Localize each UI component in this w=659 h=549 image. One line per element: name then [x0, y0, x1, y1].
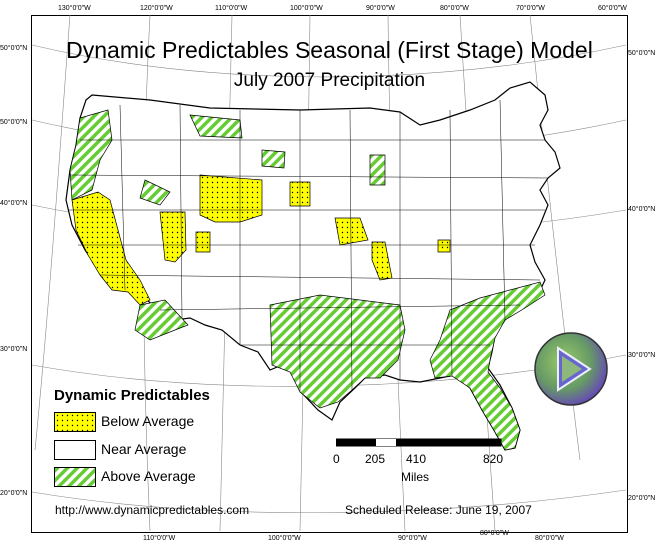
- lat-tick-right: 30°0'0"N: [628, 352, 656, 359]
- scale-tick: 205: [365, 452, 386, 466]
- lon-tick-bottom: 80°0'0"W: [535, 535, 564, 542]
- lat-tick-right: 20°0'0"N: [628, 495, 656, 502]
- map-title: Dynamic Predictables Seasonal (First Sta…: [66, 37, 593, 63]
- lon-tick-top: 60°0'0"W: [598, 5, 627, 12]
- scale-bar: 0 205 410 820 Miles: [333, 438, 504, 484]
- lon-tick-top: 90°0'0"W: [366, 5, 395, 12]
- legend-swatch-below: [54, 412, 96, 432]
- lat-tick-left: 30°0'0"N: [0, 346, 28, 353]
- region-boundaries: [68, 99, 549, 392]
- lon-tick-top: 80°0'0"W: [440, 5, 469, 12]
- footer-release: Scheduled Release: June 19, 2007: [345, 503, 532, 517]
- lon-tick-bottom: 90°0'0"W: [398, 535, 427, 542]
- scale-tick: 410: [406, 452, 427, 466]
- lat-tick-right: 40°0'0"N: [628, 206, 656, 213]
- lat-tick-left: 20°0'0"N: [0, 490, 28, 497]
- legend-swatch-above: [54, 467, 96, 487]
- lon-tick-top: 120°0'0"W: [140, 5, 173, 12]
- lon-tick-bottom: 80°0'0"W: [480, 530, 509, 537]
- scale-tick: 820: [483, 452, 504, 466]
- lon-tick-top: 130°0'0"W: [58, 5, 91, 12]
- footer-url: http://www.dynamicpredictables.com: [55, 503, 250, 517]
- legend-label: Below Average: [101, 413, 195, 429]
- lat-tick-left: 50°0'0"N: [0, 45, 28, 52]
- lat-tick-left: 40°0'0"N: [0, 200, 28, 207]
- legend-label: Above Average: [101, 468, 196, 484]
- lat-tick-left: 50°0'0"N: [0, 119, 28, 126]
- lon-tick-top: 70°0'0"W: [516, 5, 545, 12]
- scale-bar-graphic: [336, 438, 502, 447]
- legend-swatch-near: [54, 440, 96, 460]
- scale-unit: Miles: [401, 470, 430, 484]
- lon-tick-top: 100°0'0"W: [290, 5, 323, 12]
- legend-label: Near Average: [101, 441, 187, 457]
- legend-title: Dynamic Predictables: [54, 387, 210, 404]
- lat-tick-right: 50°0'0"N: [628, 50, 656, 57]
- above-average-regions: [69, 109, 546, 451]
- map-subtitle: July 2007 Precipitation: [233, 70, 426, 91]
- scale-tick: 0: [333, 452, 340, 466]
- lon-tick-top: 110°0'0"W: [215, 5, 248, 12]
- lon-tick-bottom: 100°0'0"W: [268, 535, 301, 542]
- play-triangle-logo-icon: [534, 332, 608, 406]
- lon-tick-bottom: 110°0'0"W: [143, 535, 176, 542]
